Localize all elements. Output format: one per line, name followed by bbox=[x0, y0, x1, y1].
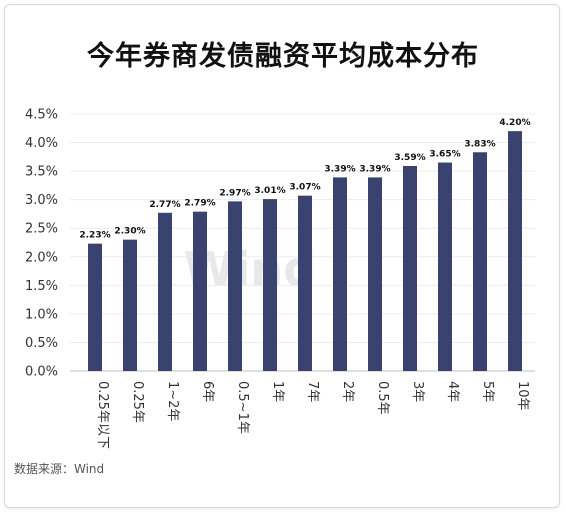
x-tick-label: 5年 bbox=[480, 381, 495, 402]
data-label: 2.77% bbox=[149, 200, 180, 210]
bar bbox=[123, 239, 137, 371]
x-tick-label: 3年 bbox=[410, 381, 425, 402]
data-label: 2.23% bbox=[79, 231, 110, 241]
bar bbox=[403, 165, 417, 371]
y-tick-label: 3.5% bbox=[25, 165, 58, 180]
data-label: 3.39% bbox=[359, 164, 390, 174]
x-tick-label: 1~2年 bbox=[165, 381, 180, 421]
data-label: 3.59% bbox=[394, 153, 425, 163]
y-tick-label: 2.5% bbox=[25, 222, 58, 237]
data-label: 3.07% bbox=[289, 183, 320, 193]
data-label: 3.39% bbox=[324, 164, 355, 174]
x-tick-label: 0.5~1年 bbox=[235, 381, 250, 434]
y-tick-label: 1.5% bbox=[25, 279, 58, 294]
y-tick-label: 4.0% bbox=[25, 136, 58, 151]
bar bbox=[333, 177, 347, 371]
y-tick-label: 0.0% bbox=[25, 365, 58, 380]
x-tick-label: 4年 bbox=[445, 381, 460, 402]
y-axis: 0.0% 0.5% 1.0% 1.5% 2.0% 2.5% 3.0% 3.5% 4.0% 4.5% bbox=[25, 108, 58, 380]
y-tick-label: 0.5% bbox=[25, 336, 58, 351]
data-label: 3.83% bbox=[464, 139, 495, 149]
x-tick-label: 6年 bbox=[200, 381, 215, 402]
y-tick-label: 1.0% bbox=[25, 307, 58, 322]
data-source: 数据来源：Wind bbox=[14, 462, 105, 476]
bar bbox=[88, 243, 102, 371]
bar bbox=[438, 162, 452, 371]
bar bbox=[298, 195, 312, 371]
data-label: 4.20% bbox=[499, 118, 530, 128]
data-label: 2.30% bbox=[114, 227, 145, 237]
bar bbox=[368, 177, 382, 371]
x-tick-label: 1年 bbox=[270, 381, 285, 402]
data-label: 3.65% bbox=[429, 150, 460, 160]
x-tick-label: 10年 bbox=[515, 381, 530, 411]
data-label: 2.79% bbox=[184, 199, 215, 209]
bar bbox=[473, 152, 487, 371]
chart-title: 今年券商发债融资平均成本分布 bbox=[87, 41, 479, 72]
x-axis: 0.25年以下 0.25年 1~2年 6年 0.5~1年 1年 7年 2年 0.5年 3年 4年 5年… bbox=[95, 381, 530, 449]
x-tick-label: 7年 bbox=[305, 381, 320, 402]
x-tick-label: 2年 bbox=[340, 381, 355, 402]
bar bbox=[158, 212, 172, 371]
bar bbox=[228, 201, 242, 371]
bars bbox=[88, 131, 522, 371]
bar bbox=[263, 199, 277, 371]
x-tick-label: 0.5年 bbox=[375, 381, 390, 415]
x-tick-label: 0.25年 bbox=[130, 381, 145, 423]
data-label: 2.97% bbox=[219, 188, 250, 198]
bar bbox=[193, 211, 207, 371]
data-label: 3.01% bbox=[254, 186, 285, 196]
x-tick-label: 0.25年以下 bbox=[95, 381, 110, 449]
data-labels: 2.23% 2.30% 2.77% 2.79% 2.97% 3.01% 3.07% 3.39%… bbox=[79, 118, 530, 241]
y-tick-label: 4.5% bbox=[25, 108, 58, 123]
y-tick-label: 3.0% bbox=[25, 193, 58, 208]
y-tick-label: 2.0% bbox=[25, 250, 58, 265]
bar bbox=[508, 131, 522, 371]
